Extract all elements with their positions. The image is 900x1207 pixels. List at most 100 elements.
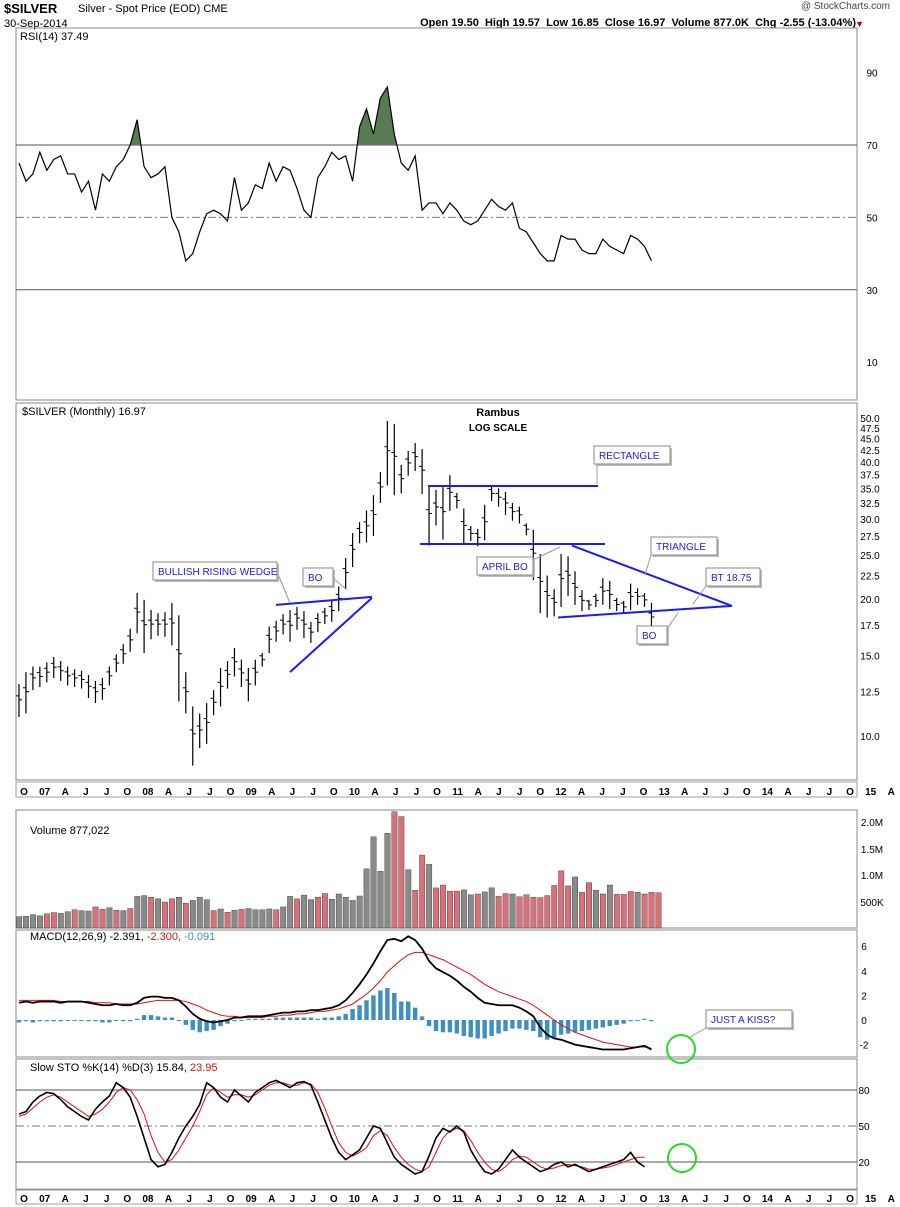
x-tick-label: J [310,787,316,798]
x-tick-label: A [371,1194,378,1205]
kiss-callout-text: JUST A KISS? [711,1015,776,1026]
macd-hist-bar [378,990,383,1020]
x-tick-label: A [784,787,791,798]
price-y-tick: 17.5 [860,621,880,632]
x-tick-label: J [290,1194,296,1205]
x-tick-label: J [827,787,833,798]
x-tick-label: O [330,1194,338,1205]
macd-hist-bar [524,1020,529,1030]
x-axis-strip-1 [15,1188,858,1205]
volume-title: Volume 877,022 [30,825,110,837]
volume-bar [579,892,585,929]
macd-hist-bar [412,1007,418,1020]
kiss-callout-pointer [689,1027,707,1038]
volume-bar [203,899,210,929]
price-y-tick: 22.5 [860,572,880,583]
macd-hist-bar [93,1020,98,1022]
x-tick-label: J [703,787,709,798]
macd-hist-bar [267,1018,272,1020]
price-y-tick: 50.0 [860,414,880,425]
x-tick-label: A [475,787,482,798]
x-tick-label: J [414,787,420,798]
bo1-callout-pointer [332,577,348,591]
volume-bar [572,876,579,929]
volume-bar [252,909,259,929]
x-tick-label: J [517,1194,523,1205]
bullish-wedge-callout-text: BULLISH RISING WEDGE [158,567,278,578]
macd-hist-bar [482,1020,487,1039]
volume-bar [467,894,474,929]
volume-bar [398,816,405,929]
macd-hist-bar [100,1020,105,1023]
macd-hist-bar [607,1020,612,1027]
x-tick-label: 13 [659,1194,671,1205]
volume-bar [495,896,502,929]
volume-bar [294,898,300,929]
macd-hist-bar [37,1020,43,1022]
x-tick-label: O [743,1194,751,1205]
macd-hist-bar [197,1020,202,1033]
sto-y-tick: 80 [858,1086,870,1097]
volume-bar [259,909,266,929]
macd-hist-bar [531,1020,536,1032]
macd-hist-bar [273,1017,279,1020]
macd-hist-bar [621,1020,626,1024]
macd-signal-label: -2.300, [147,931,181,943]
volume-bar [509,893,516,929]
macd-hist-bar [517,1020,522,1029]
x-tick-label: J [517,787,523,798]
macd-highlight-circle [666,1034,696,1064]
price-panel-frame [15,402,858,781]
chart-date: 30-Sep-2014 [4,18,68,30]
volume-bar [16,916,22,929]
macd-hist-bar [23,1020,29,1022]
x-tick-label: O [640,787,648,798]
triangle-callout-text: TRIANGLE [656,542,706,553]
macd-hist-bar [475,1020,480,1039]
volume-bar [613,894,620,929]
volume-bar [412,890,419,929]
bo1-callout-text: BO [308,573,323,584]
price-y-tick: 25.0 [860,551,880,562]
macd-hist-bar [454,1020,460,1034]
volume-bar [169,898,175,929]
x-tick-label: J [186,1194,192,1205]
macd-hist-bar [558,1020,564,1035]
macd-hist-bar [503,1020,508,1032]
x-tick-label: J [393,787,399,798]
high-value: 19.57 [512,17,540,29]
sto-y-tick: 50 [858,1122,870,1133]
bt-callout-text: BT 18.75 [711,573,752,584]
macd-hist-bar [579,1020,585,1032]
volume-bar [64,911,71,929]
macd-hist-bar [642,1018,647,1020]
x-tick-label: O [640,1194,648,1205]
x-tick-label: O [123,787,131,798]
macd-hist-bar [371,995,376,1020]
x-tick-label: A [62,1194,69,1205]
macd-line-label: MACD(12,26,9) -2.391, [30,931,144,943]
volume-bar [71,909,78,929]
macd-hist-bar [565,1020,571,1034]
volume-bar [537,897,544,929]
volume-bar [634,892,641,929]
macd-hist-bar [406,1001,411,1020]
macd-hist-bar [121,1020,126,1022]
price-y-tick: 35.0 [860,484,880,495]
volume-bar [176,897,182,929]
macd-hist-bar [155,1016,161,1020]
rsi-y-tick: 30 [866,286,878,297]
volume-value: 877.0K [713,17,749,29]
x-tick-label: J [496,1194,502,1205]
x-tick-label: 13 [659,787,671,798]
volume-bar [356,895,363,929]
macd-hist-bar [239,1020,244,1021]
macd-hist-bar [433,1020,439,1032]
price-y-tick: 32.5 [860,499,880,510]
macd-hist-bar [572,1020,578,1033]
x-tick-label: J [806,1194,812,1205]
macd-hist-bar [128,1020,133,1022]
x-tick-label: 14 [762,787,774,798]
macd-hist-bar [162,1017,168,1020]
macd-hist-bar [364,1000,369,1020]
